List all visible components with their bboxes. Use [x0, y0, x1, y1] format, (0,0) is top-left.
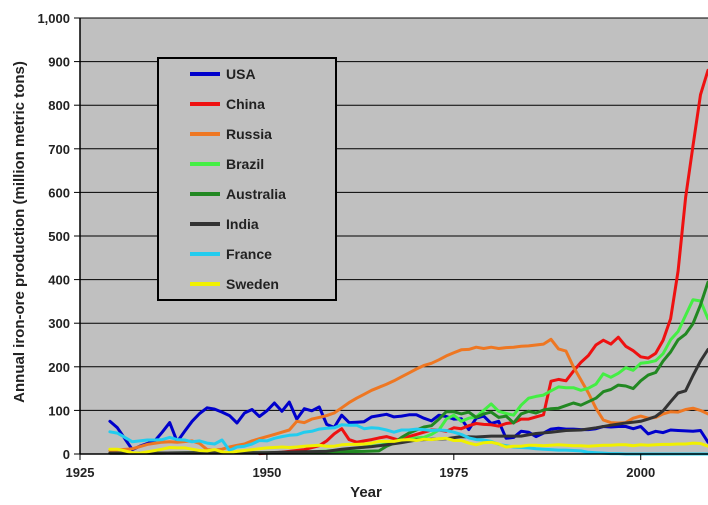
x-tick-label: 2000 — [626, 465, 655, 480]
series-line-australia — [108, 280, 708, 455]
legend-label-india: India — [226, 216, 259, 232]
y-tick-label: 700 — [48, 142, 70, 157]
x-axis-title: Year — [350, 484, 382, 500]
series-line-india — [108, 347, 708, 455]
series-line-sweden — [108, 436, 708, 455]
y-tick-label: 800 — [48, 98, 70, 113]
legend-label-usa: USA — [226, 66, 256, 82]
legend-label-russia: Russia — [226, 126, 272, 142]
legend-label-china: China — [226, 96, 265, 112]
y-tick-label: 100 — [48, 403, 70, 418]
series-line-france — [108, 423, 708, 456]
series-line-russia — [108, 337, 708, 452]
legend-label-france: France — [226, 246, 272, 262]
series-line-china — [257, 68, 708, 456]
legend-label-sweden: Sweden — [226, 276, 279, 292]
y-tick-label: 1,000 — [37, 11, 70, 26]
legend-label-brazil: Brazil — [226, 156, 264, 172]
y-tick-label: 500 — [48, 229, 70, 244]
x-tick-label: 1950 — [252, 465, 281, 480]
y-tick-label: 200 — [48, 360, 70, 375]
x-tick-label: 1975 — [439, 465, 468, 480]
series-line-brazil — [265, 298, 708, 455]
y-tick-label: 0 — [63, 447, 70, 462]
x-tick-label: 1925 — [66, 465, 95, 480]
y-tick-label: 400 — [48, 273, 70, 288]
y-tick-label: 600 — [48, 185, 70, 200]
y-tick-label: 900 — [48, 55, 70, 70]
y-axis-title: Annual iron-ore production (million metr… — [11, 61, 28, 403]
legend-box — [157, 57, 337, 301]
y-tick-label: 300 — [48, 316, 70, 331]
legend-label-australia: Australia — [226, 186, 286, 202]
